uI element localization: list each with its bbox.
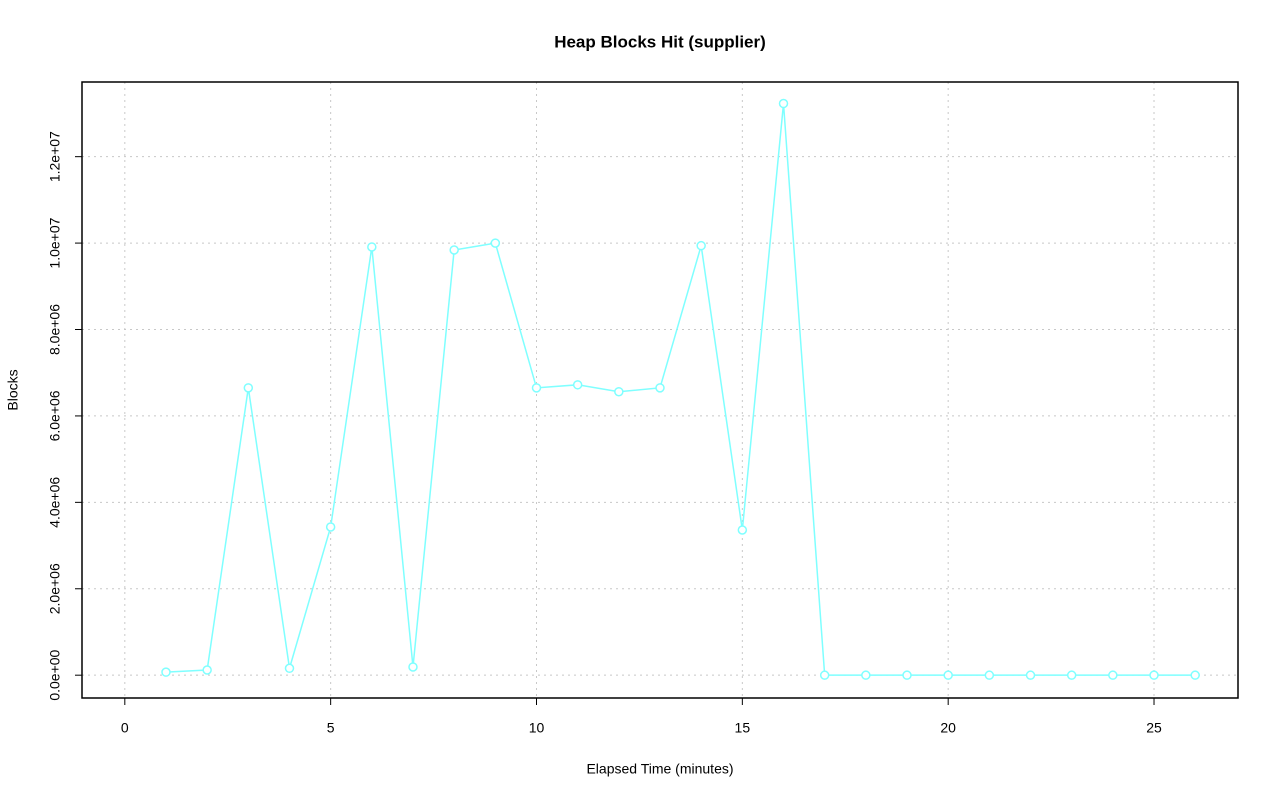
data-point	[655, 383, 665, 393]
data-point	[819, 670, 830, 680]
x-tick-label: 0	[121, 720, 129, 736]
y-tick-label: 8.0e+06	[47, 304, 63, 355]
y-tick-label: 4.0e+06	[47, 477, 63, 528]
data-point	[902, 670, 912, 680]
x-axis-label: Elapsed Time (minutes)	[586, 761, 733, 777]
data-point	[161, 667, 171, 677]
y-tick-label: 1.2e+07	[47, 131, 63, 182]
data-point	[737, 525, 748, 535]
y-tick-label: 0.0e+00	[47, 649, 63, 700]
data-point	[449, 245, 459, 255]
y-tick-label: 2.0e+06	[47, 563, 63, 614]
y-tick-label: 6.0e+06	[47, 390, 63, 441]
data-point	[1149, 670, 1159, 680]
data-point	[325, 522, 336, 532]
data-point	[984, 670, 995, 680]
plot-frame	[81, 81, 1239, 699]
data-point	[572, 380, 583, 390]
data-line	[165, 103, 1196, 676]
data-point	[284, 663, 295, 674]
data-point	[243, 383, 254, 393]
data-point	[490, 238, 501, 248]
data-point	[202, 665, 212, 675]
data-point	[531, 383, 542, 393]
x-tick-label: 5	[327, 720, 335, 736]
x-tick-label: 10	[529, 720, 545, 736]
data-point	[696, 240, 706, 251]
chart-title: Heap Blocks Hit (supplier)	[554, 32, 766, 51]
data-point	[408, 662, 418, 672]
data-point	[1190, 670, 1200, 680]
data-point	[367, 242, 377, 252]
data-point	[943, 670, 953, 680]
data-point	[1025, 670, 1036, 680]
x-tick-label: 25	[1146, 720, 1162, 736]
data-point	[614, 386, 624, 397]
y-axis-label: Blocks	[5, 369, 21, 410]
data-point	[778, 98, 789, 109]
y-tick-label: 1.0e+07	[47, 217, 63, 268]
data-point	[1108, 670, 1118, 680]
x-tick-label: 20	[940, 720, 956, 736]
x-tick-label: 15	[735, 720, 751, 736]
data-point	[1066, 670, 1077, 680]
data-point	[861, 670, 871, 680]
